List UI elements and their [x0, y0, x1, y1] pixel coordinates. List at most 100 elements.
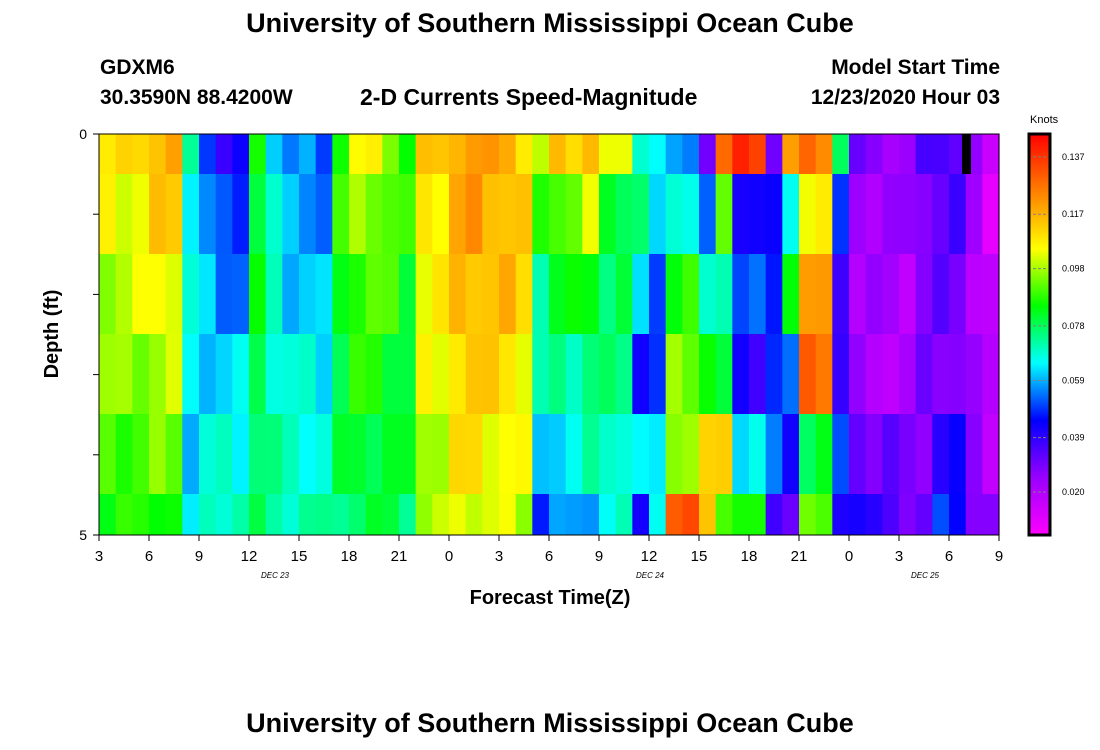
heatmap-cell — [932, 174, 950, 254]
x-tick-label: 21 — [391, 548, 408, 565]
heatmap-cell — [699, 414, 717, 494]
heatmap-cell — [282, 414, 300, 494]
heatmap-cell — [482, 254, 500, 334]
heatmap-cell — [915, 134, 933, 174]
heatmap-cell — [782, 494, 800, 535]
x-axis-label: Forecast Time(Z) — [470, 587, 631, 609]
heatmap-cell — [949, 254, 967, 334]
heatmap-cell — [132, 414, 150, 494]
heatmap-cell — [765, 334, 783, 414]
heatmap-cell — [699, 134, 717, 174]
heatmap-cell — [799, 134, 817, 174]
heatmap-cell — [265, 174, 283, 254]
heatmap-cell — [832, 334, 850, 414]
heatmap-cell — [915, 254, 933, 334]
heatmap-cell — [532, 254, 550, 334]
heatmap-cell — [99, 334, 117, 414]
heatmap-cell — [432, 174, 450, 254]
heatmap-cell — [899, 174, 917, 254]
heatmap-cell — [382, 414, 400, 494]
y-tick-label: 5 — [79, 527, 87, 543]
heatmap-cell — [365, 174, 383, 254]
heatmap-cell — [549, 494, 567, 535]
heatmap-cell — [149, 494, 167, 535]
page-title: University of Southern Mississippi Ocean… — [246, 8, 854, 38]
heatmap-cell — [615, 334, 633, 414]
heatmap-cell — [815, 414, 833, 494]
x-tick-label: 6 — [545, 548, 553, 565]
heatmap-cell — [499, 134, 517, 174]
heatmap-cell — [349, 414, 367, 494]
x-tick-label: 6 — [145, 548, 153, 565]
heatmap-cell — [249, 254, 267, 334]
heatmap-cell — [315, 254, 333, 334]
heatmap-cell — [249, 414, 267, 494]
heatmap-cell — [399, 494, 417, 535]
heatmap-cell — [882, 414, 900, 494]
x-axis: 3 6 9 12 15 18 21 0 3 6 9 12 15 18 21 0 3 6 9 DEC 23 DEC 24 D… — [95, 535, 1003, 580]
heatmap-cell — [732, 174, 750, 254]
heatmap-cell — [132, 334, 150, 414]
heatmap-cell — [449, 494, 467, 535]
heatmap-cell — [199, 494, 217, 535]
model-start-label: Model Start Time — [831, 56, 1000, 79]
heatmap-cell — [382, 334, 400, 414]
heatmap-cell — [465, 174, 483, 254]
heatmap-cell — [899, 254, 917, 334]
heatmap-cell — [982, 174, 1000, 254]
heatmap-cell — [682, 494, 700, 535]
heatmap-cell — [432, 414, 450, 494]
heatmap-cell — [149, 174, 167, 254]
heatmap-cell — [515, 494, 533, 535]
heatmap-cell — [682, 334, 700, 414]
heatmap-cell — [965, 494, 983, 535]
heatmap-cell — [99, 494, 117, 535]
heatmap-cell — [115, 134, 133, 174]
heatmap-cell — [165, 254, 183, 334]
heatmap-cell — [765, 414, 783, 494]
heatmap-cell — [649, 494, 667, 535]
heatmap-cell — [949, 334, 967, 414]
heatmap-cell — [849, 334, 867, 414]
heatmap-cell — [499, 254, 517, 334]
heatmap-cell — [399, 254, 417, 334]
heatmap-cell — [115, 334, 133, 414]
heatmap-cell — [449, 174, 467, 254]
heatmap-cell — [499, 414, 517, 494]
x-tick-label: 9 — [195, 548, 203, 565]
heatmap-cell — [482, 334, 500, 414]
heatmap-cell — [682, 414, 700, 494]
heatmap-cell — [582, 334, 600, 414]
heatmap-cell — [199, 134, 217, 174]
heatmap-cell — [249, 134, 267, 174]
x-tick-label: 12 — [641, 548, 658, 565]
colorbar-tick-label: 0.078 — [1062, 321, 1085, 331]
heatmap-cell — [699, 254, 717, 334]
heatmap-cell — [932, 254, 950, 334]
heatmap-cell — [365, 254, 383, 334]
heatmap-cell — [515, 254, 533, 334]
heatmap-cell — [715, 414, 733, 494]
heatmap-cell — [232, 414, 250, 494]
heatmap-cell — [582, 174, 600, 254]
heatmap-cell — [665, 414, 683, 494]
heatmap-cell — [415, 254, 433, 334]
heatmap-cell — [115, 174, 133, 254]
heatmap-cell — [815, 254, 833, 334]
heatmap-cell — [415, 334, 433, 414]
heatmap-cell — [265, 254, 283, 334]
heatmap-cell — [915, 414, 933, 494]
heatmap-cell — [215, 414, 233, 494]
heatmap-cell — [199, 174, 217, 254]
x-tick-label: 15 — [291, 548, 308, 565]
date-label: DEC 25 — [911, 571, 940, 580]
heatmap-cell — [632, 134, 650, 174]
heatmap-cell — [582, 414, 600, 494]
heatmap-cell — [332, 134, 350, 174]
heatmap-cell — [415, 174, 433, 254]
heatmap-cell — [965, 334, 983, 414]
heatmap-cell — [499, 334, 517, 414]
heatmap-cell — [799, 414, 817, 494]
heatmap-cell — [799, 494, 817, 535]
date-label: DEC 24 — [636, 571, 665, 580]
